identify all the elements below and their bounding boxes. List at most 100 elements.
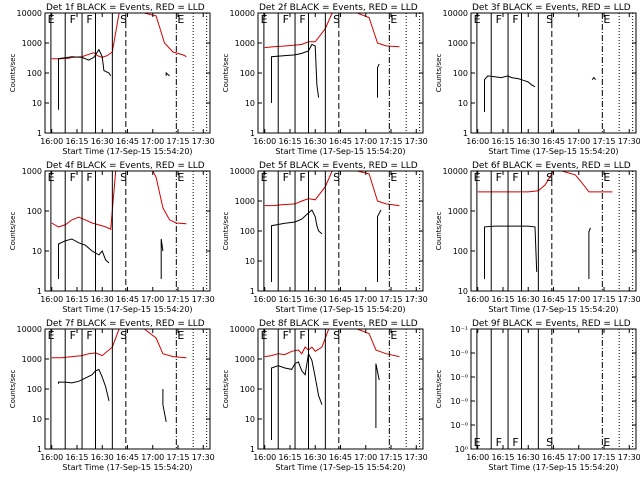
x-tick-label: 17:30 — [405, 137, 428, 146]
x-tick-label: 16:45 — [542, 453, 565, 462]
interval-marker: F — [283, 13, 289, 26]
interval-marker: S — [333, 171, 340, 184]
x-axis-label: Start Time (17-Sep-15 15:54:20) — [62, 305, 192, 314]
interval-marker: E — [177, 329, 184, 342]
x-axis-label: Start Time (17-Sep-15 15:54:20) — [275, 305, 405, 314]
lld-line-seg-0 — [264, 328, 400, 358]
y-tick-label: 10000 — [17, 325, 42, 334]
interval-marker: F — [86, 13, 92, 26]
panel-title: Det 8f BLACK = Events, RED = LLD — [259, 319, 418, 329]
x-tick-label: 16:45 — [116, 295, 139, 304]
y-tick-label: 10000 — [443, 9, 468, 18]
y-tick-label: 10⁻⁰ — [450, 397, 468, 406]
x-tick-label: 17:30 — [405, 453, 428, 462]
y-tick-label: 10 — [245, 99, 255, 108]
interval-marker: E — [603, 436, 610, 449]
y-tick-label: 1000 — [22, 167, 42, 176]
x-tick-label: 17:15 — [166, 453, 189, 462]
y-tick-label: 1000 — [235, 39, 255, 48]
x-tick-label: 16:15 — [491, 453, 514, 462]
events-line-seg-0 — [58, 48, 112, 110]
x-tick-label: 16:15 — [278, 295, 301, 304]
interval-marker: E — [390, 329, 397, 342]
x-tick-label: 16:45 — [542, 295, 565, 304]
events-line-seg-1 — [160, 238, 164, 279]
x-tick-label: 16:00 — [466, 295, 489, 304]
x-tick-label: 16:45 — [116, 453, 139, 462]
x-axis-label: Start Time (17-Sep-15 15:54:20) — [62, 463, 192, 472]
x-tick-label: 16:00 — [40, 295, 63, 304]
x-tick-label: 17:00 — [567, 453, 590, 462]
events-line-seg-0 — [484, 225, 538, 279]
x-tick-label: 17:30 — [405, 295, 428, 304]
x-tick-label: 16:00 — [466, 137, 489, 146]
y-axis-label: Counts/sec — [222, 212, 230, 251]
events-line-seg-1 — [165, 71, 170, 77]
interval-marker: E — [474, 171, 481, 184]
interval-marker: E — [48, 171, 55, 184]
events-line-seg-0 — [484, 75, 536, 112]
x-tick-label: 16:30 — [517, 453, 540, 462]
x-axis-label: Start Time (17-Sep-15 15:54:20) — [488, 305, 618, 314]
y-tick-label: 10000 — [443, 167, 468, 176]
y-tick-label: 1000 — [448, 39, 468, 48]
panel-title: Det 5f BLACK = Events, RED = LLD — [259, 161, 418, 171]
y-axis-label: Counts/sec — [222, 370, 230, 409]
x-axis-label: Start Time (17-Sep-15 15:54:20) — [275, 463, 405, 472]
x-tick-label: 17:00 — [354, 295, 377, 304]
interval-marker: S — [120, 171, 127, 184]
events-line-seg-1 — [591, 76, 596, 81]
interval-marker: F — [70, 13, 76, 26]
y-axis-label: Counts/sec — [9, 370, 17, 409]
x-tick-label: 17:00 — [354, 453, 377, 462]
x-tick-label: 16:15 — [65, 295, 88, 304]
y-tick-label: 1 — [463, 129, 468, 138]
interval-marker: F — [496, 13, 502, 26]
x-tick-label: 17:30 — [192, 295, 215, 304]
y-tick-label: 10 — [458, 287, 468, 296]
y-tick-label: 1 — [250, 287, 255, 296]
x-tick-label: 16:15 — [65, 137, 88, 146]
x-tick-label: 16:30 — [91, 137, 114, 146]
y-axis-label: Counts/sec — [435, 370, 443, 409]
y-axis-label: Counts/sec — [435, 54, 443, 93]
x-tick-label: 17:15 — [379, 137, 402, 146]
x-tick-label: 16:00 — [466, 453, 489, 462]
y-tick-label: 10 — [32, 247, 42, 256]
y-tick-label: 1000 — [22, 355, 42, 364]
interval-marker: F — [299, 329, 305, 342]
interval-marker: F — [86, 171, 92, 184]
interval-marker: E — [261, 13, 268, 26]
x-tick-label: 16:15 — [278, 137, 301, 146]
y-tick-label: 10 — [32, 99, 42, 108]
interval-marker: S — [333, 329, 340, 342]
panel-title: Det 1f BLACK = Events, RED = LLD — [46, 3, 205, 13]
y-tick-label: 1000 — [235, 197, 255, 206]
x-tick-label: 16:15 — [65, 453, 88, 462]
y-tick-label: 10⁻¹ — [450, 325, 468, 334]
y-tick-label: 1 — [37, 445, 42, 454]
interval-marker: F — [512, 171, 518, 184]
x-tick-label: 16:45 — [329, 295, 352, 304]
panel-title: Det 3f BLACK = Events, RED = LLD — [472, 3, 631, 13]
interval-marker: E — [474, 436, 481, 449]
lld-line-seg-0 — [264, 12, 400, 49]
interval-marker: F — [512, 13, 518, 26]
interval-marker: E — [603, 171, 610, 184]
x-tick-label: 16:00 — [40, 453, 63, 462]
y-tick-label: 100 — [453, 69, 468, 78]
interval-marker: F — [299, 13, 305, 26]
x-tick-label: 16:45 — [329, 453, 352, 462]
events-line-seg-0 — [58, 368, 110, 402]
events-line-seg-1 — [377, 209, 382, 282]
y-tick-label: 10 — [32, 415, 42, 424]
y-axis-label: Counts/sec — [222, 54, 230, 93]
x-tick-label: 17:15 — [592, 137, 615, 146]
x-tick-label: 16:30 — [517, 295, 540, 304]
y-axis-label: Counts/sec — [435, 212, 443, 251]
x-tick-label: 17:15 — [166, 295, 189, 304]
interval-marker: E — [390, 13, 397, 26]
